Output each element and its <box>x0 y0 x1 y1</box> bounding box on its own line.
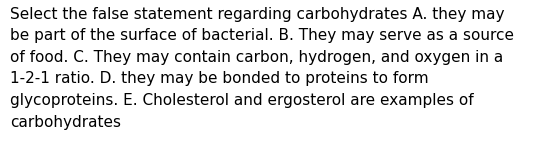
Text: Select the false statement regarding carbohydrates A. they may
be part of the su: Select the false statement regarding car… <box>10 7 514 130</box>
